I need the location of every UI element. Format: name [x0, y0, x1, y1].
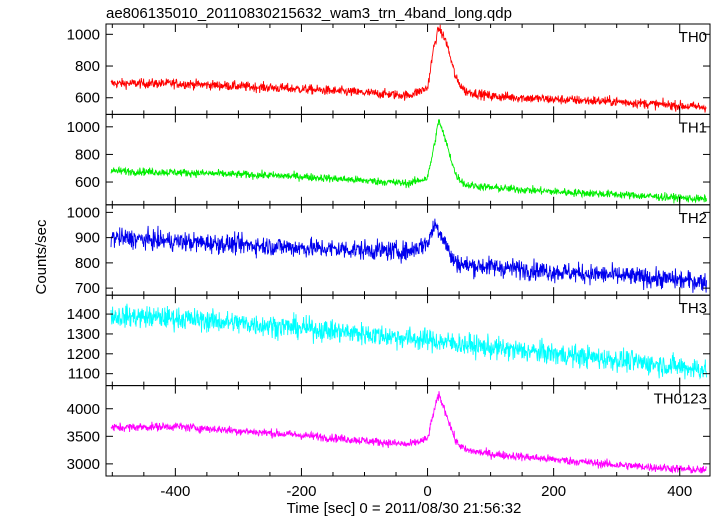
y-tick-label: 800 [75, 255, 100, 272]
x-tick-label: -400 [160, 483, 190, 500]
panel-label: TH0 [679, 29, 707, 46]
y-tick-label: 1100 [68, 366, 100, 383]
x-tick-label: 200 [541, 483, 566, 500]
panel-label: TH2 [679, 210, 707, 227]
panels: 600 800 1000 TH0 600 800 1000 TH1 700 800 900 1000 T… [67, 23, 711, 500]
series-line-th0 [110, 24, 707, 113]
series-line-th1 [110, 119, 707, 204]
y-tick-label: 900 [75, 230, 100, 247]
y-tick-label: 800 [75, 58, 100, 75]
y-tick-label: 700 [75, 280, 100, 297]
y-tick-label: 1000 [67, 119, 100, 136]
panel-th2: 700 800 900 1000 TH2 [67, 204, 711, 297]
y-tick-label: 600 [75, 90, 100, 107]
series-line-th0123 [110, 391, 707, 474]
x-axis-label: Time [sec] 0 = 2011/08/30 21:56:32 [287, 500, 522, 516]
y-tick-label: 600 [75, 174, 100, 191]
y-tick-label: 1200 [67, 346, 100, 363]
series-line-th2 [110, 218, 707, 293]
panel-frame [105, 113, 711, 206]
x-tick-label: 400 [667, 483, 692, 500]
panel-th3: 1100 1200 1300 1400 TH3 [67, 294, 711, 387]
panel-th1: 600 800 1000 TH1 [67, 113, 711, 206]
y-tick-label: 1000 [67, 204, 100, 221]
y-tick-label: 4000 [67, 401, 100, 418]
panel-label: TH1 [679, 119, 707, 136]
panel-frame [105, 385, 711, 477]
y-tick-label: 3000 [67, 456, 100, 473]
x-tick-label: 0 [423, 483, 431, 500]
panel-th0123: 3000 3500 4000 TH0123 [67, 385, 711, 477]
y-tick-label: 1400 [67, 306, 100, 323]
panel-label: TH3 [679, 300, 707, 317]
y-axis-label: Counts/sec [33, 219, 50, 295]
y-tick-label: 1000 [67, 26, 100, 43]
y-tick-label: 1300 [67, 326, 100, 343]
panel-label: TH0123 [654, 391, 707, 408]
y-tick-label: 800 [75, 146, 100, 163]
panel-th0: 600 800 1000 TH0 [67, 23, 711, 115]
y-tick-label: 3500 [67, 428, 100, 445]
series-line-th3 [110, 303, 707, 380]
x-tick-label: -200 [286, 483, 316, 500]
chart-title: ae806135010_20110830215632_wam3_trn_4ban… [106, 5, 512, 22]
